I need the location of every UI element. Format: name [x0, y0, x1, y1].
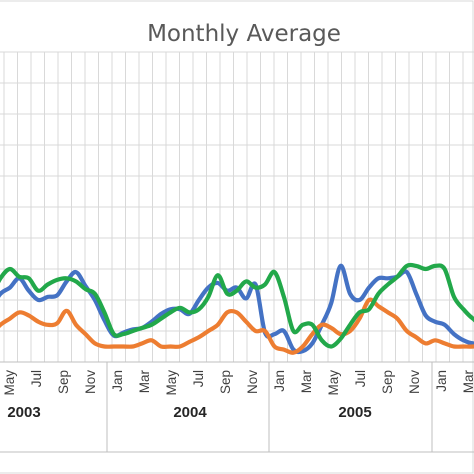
x-tick-label: Sep	[218, 370, 233, 394]
x-axis: May Jul Sep Nov Jan Mar May Jul Sep Nov Jan Mar May J…	[0, 361, 474, 453]
series-line-orange	[0, 297, 474, 355]
x-tick-label: Jul	[353, 370, 368, 387]
x-tick-label: Sep	[380, 370, 395, 394]
x-tick-label: Mar	[137, 369, 152, 393]
x-tick-label: Jul	[29, 370, 44, 387]
chart-title: Monthly Average	[147, 21, 341, 47]
x-tick-label: Jan	[110, 370, 125, 392]
year-label: 2004	[173, 404, 207, 421]
x-tick-label: Jul	[191, 370, 206, 387]
x-tick-label: Mar	[461, 369, 474, 393]
series-line-blue	[0, 263, 474, 355]
x-tick-label: May	[164, 370, 179, 396]
x-tick-label: Nov	[245, 370, 260, 394]
x-tick-label: Jan	[272, 370, 287, 392]
series-group	[0, 262, 474, 355]
x-tick-label: Nov	[407, 370, 422, 394]
x-tick-label: Nov	[83, 370, 98, 394]
x-tick-label: May	[326, 370, 341, 396]
series-line-green	[0, 262, 474, 349]
x-tick-label: Jan	[434, 370, 449, 392]
x-tick-label: May	[2, 370, 17, 396]
x-tick-label: Mar	[299, 369, 314, 393]
year-label: 2003	[7, 404, 40, 421]
year-label: 2005	[338, 404, 371, 421]
x-tick-label: Sep	[56, 370, 71, 394]
